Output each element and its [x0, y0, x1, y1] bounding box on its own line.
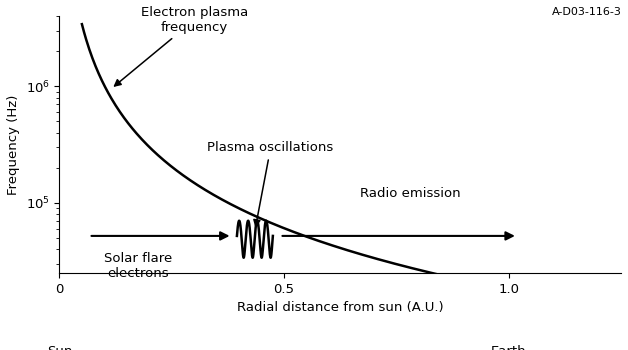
Text: A-D03-116-3: A-D03-116-3 [552, 7, 622, 17]
Text: Solar flare
electrons: Solar flare electrons [104, 252, 172, 280]
Text: Electron plasma
frequency: Electron plasma frequency [114, 6, 248, 86]
Text: Earth: Earth [491, 345, 526, 350]
Text: Radio emission: Radio emission [360, 187, 460, 200]
Text: Sun: Sun [46, 345, 72, 350]
Text: Plasma oscillations: Plasma oscillations [207, 141, 333, 226]
Y-axis label: Frequency (Hz): Frequency (Hz) [7, 94, 20, 195]
X-axis label: Radial distance from sun (A.U.): Radial distance from sun (A.U.) [237, 301, 443, 314]
